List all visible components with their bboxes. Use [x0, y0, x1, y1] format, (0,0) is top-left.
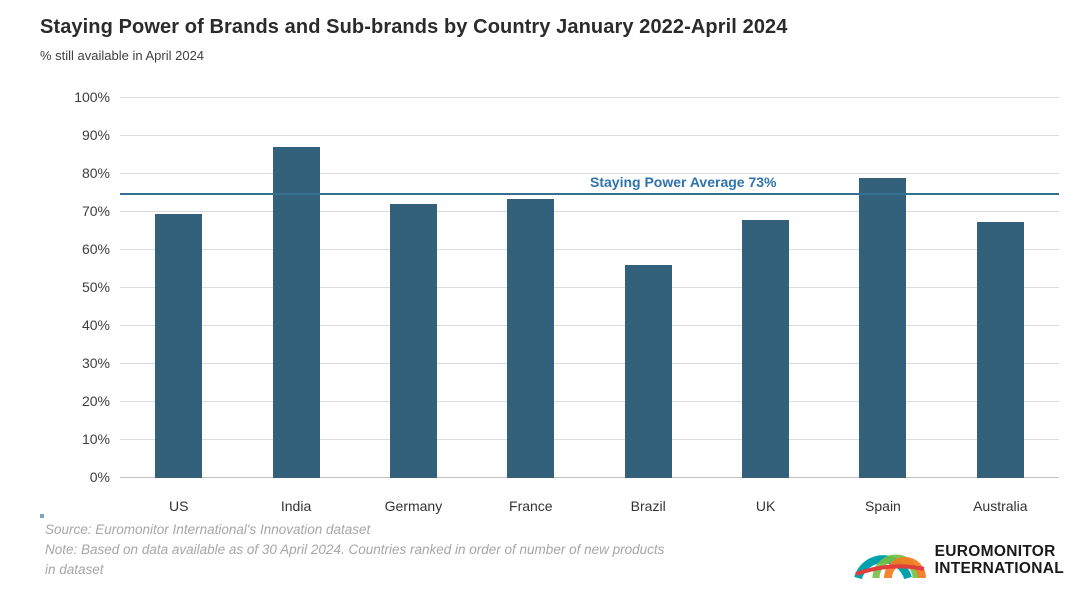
- x-category-label: Spain: [865, 498, 901, 514]
- x-category-label: US: [168, 498, 189, 514]
- gridline: [120, 363, 1059, 364]
- gridline: [120, 211, 1059, 212]
- plot-area: 0% 10% 20% 30% 40% 50% 60% 70% 80% 90% 100% Stayin…: [74, 89, 1059, 485]
- x-category-label: Germany: [384, 498, 443, 514]
- data-note-line1: Note: Based on data available as of 30 A…: [45, 542, 665, 557]
- gridline: [120, 135, 1059, 136]
- data-note-line2: in dataset: [45, 562, 104, 577]
- gridline: [120, 325, 1059, 326]
- y-tick-label: 80%: [81, 165, 110, 181]
- y-tick-label: 30%: [81, 355, 110, 371]
- euromonitor-logo: EUROMONITOR INTERNATIONAL: [853, 538, 1064, 582]
- y-tick-label: 100%: [74, 89, 110, 105]
- y-tick-label: 10%: [81, 431, 110, 447]
- x-axis-category-labels: US India Germany France Brazil UK Spain Austral…: [120, 498, 1059, 514]
- logo-line1: EUROMONITOR: [934, 543, 1056, 560]
- gridline: [120, 401, 1059, 402]
- gridline: [120, 173, 1059, 174]
- bar-uk: [742, 219, 790, 478]
- bar-spain: [859, 177, 907, 478]
- bar-us: [155, 213, 203, 478]
- y-tick-label: 60%: [81, 241, 110, 257]
- y-tick-label: 50%: [81, 279, 110, 295]
- x-category-label: India: [280, 498, 312, 514]
- source-note: Source: Euromonitor International's Inno…: [45, 522, 371, 537]
- bar-france: [507, 198, 555, 478]
- gridline: [120, 477, 1059, 478]
- chart-subtitle: % still available in April 2024: [40, 48, 205, 63]
- logo-arcs-icon: [853, 554, 926, 580]
- x-category-label: Brazil: [630, 498, 666, 514]
- gridline: [120, 249, 1059, 250]
- average-line-label: Staying Power Average 73%: [590, 173, 777, 190]
- average-line: Staying Power Average 73%: [120, 174, 1059, 195]
- bar-germany: [389, 204, 437, 478]
- gridline: [120, 287, 1059, 288]
- x-category-label: France: [509, 498, 553, 514]
- y-tick-label: 90%: [81, 127, 110, 143]
- bar-australia: [976, 221, 1024, 478]
- x-category-label: Australia: [973, 498, 1028, 514]
- logo-wordmark: EUROMONITOR INTERNATIONAL: [935, 543, 1064, 577]
- x-category-label: UK: [755, 498, 776, 514]
- bar-brazil: [624, 265, 672, 478]
- y-tick-label: 20%: [81, 393, 110, 409]
- gridline: [120, 439, 1059, 440]
- footnotes: Source: Euromonitor International's Inno…: [45, 520, 820, 580]
- y-tick-label: 0%: [89, 469, 110, 485]
- y-tick-label: 70%: [81, 203, 110, 219]
- chart-title: Staying Power of Brands and Sub-brands b…: [40, 16, 788, 38]
- y-tick-label: 40%: [81, 317, 110, 333]
- gridline: [120, 97, 1059, 98]
- logo-line2: INTERNATIONAL: [934, 560, 1064, 577]
- stray-mark: [40, 514, 44, 518]
- bar-india: [272, 147, 320, 478]
